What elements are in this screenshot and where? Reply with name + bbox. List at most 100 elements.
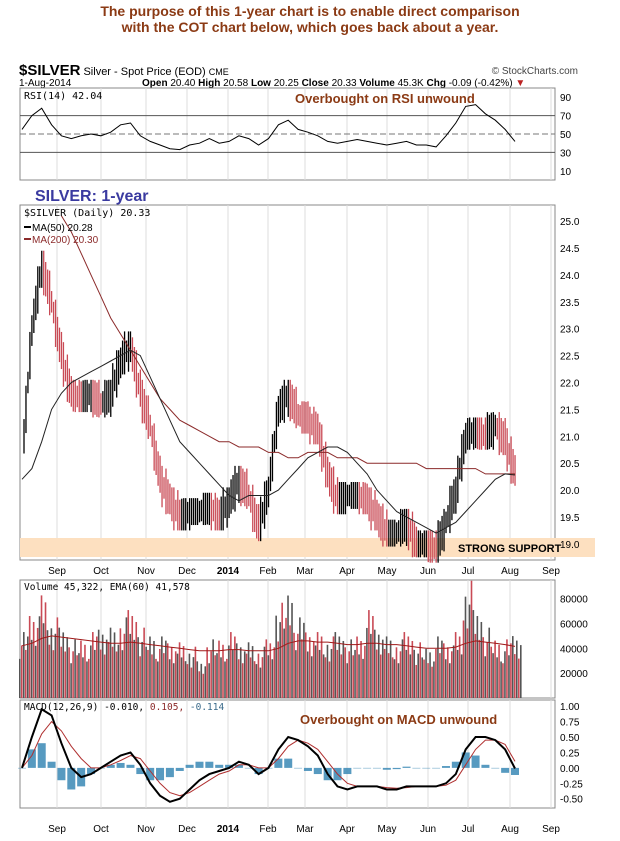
month-label: Aug	[501, 566, 519, 577]
volume-bar	[472, 610, 475, 698]
volume-bar	[86, 661, 88, 698]
volume-label: Volume	[359, 78, 395, 89]
volume-bar	[518, 658, 520, 698]
volume-bar	[318, 649, 321, 698]
volume-bar	[21, 645, 23, 698]
month-label: Sep	[542, 566, 560, 577]
volume-bar	[166, 643, 169, 698]
volume-bar	[366, 627, 368, 698]
macd-annotation: Overbought on MACD unwound	[300, 712, 497, 727]
volume-bar	[324, 657, 327, 698]
price-annotation: SILVER: 1-year	[35, 188, 149, 205]
volume-bar	[70, 663, 72, 698]
volume-bar	[352, 655, 354, 698]
volume-bar	[64, 651, 67, 698]
volume-bar	[222, 644, 224, 698]
volume-bar	[462, 620, 465, 698]
month-label-bottom: 2014	[217, 824, 240, 835]
volume-bar	[514, 654, 516, 698]
volume-bar	[224, 661, 226, 698]
macd-histogram-bar	[175, 767, 184, 771]
rsi-line	[21, 104, 516, 151]
volume-bar	[101, 634, 104, 698]
month-label: Feb	[259, 566, 277, 577]
volume-bar	[480, 621, 483, 698]
volume-bar	[346, 663, 348, 698]
macd-histogram-bar	[461, 752, 470, 768]
volume-bar	[322, 654, 325, 698]
volume-bar	[393, 659, 396, 698]
volume-bar	[314, 645, 317, 698]
volume-bar	[362, 658, 364, 698]
volume-bar	[251, 646, 254, 698]
volume-bar	[433, 661, 435, 698]
price-tick-label: 22.5	[560, 352, 580, 363]
volume-bar	[287, 595, 289, 698]
volume-bar	[52, 650, 55, 698]
macd-histogram-bar	[254, 767, 263, 775]
volume-bar	[291, 602, 293, 698]
macd-histogram-bar	[491, 767, 500, 769]
volume-bar	[293, 632, 295, 698]
month-label-bottom: Mar	[296, 824, 314, 835]
price-tick-label: 21.5	[560, 405, 580, 416]
macd-tick-label: -0.25	[560, 779, 583, 790]
macd-tick-label: 1.00	[560, 702, 580, 713]
macd-histogram-bar	[382, 767, 391, 770]
volume-bar	[190, 667, 193, 698]
volume-bar	[310, 656, 313, 698]
month-label: Dec	[178, 566, 196, 577]
volume-bar	[253, 661, 256, 698]
volume-bar	[427, 663, 429, 698]
volume-bar	[387, 653, 390, 698]
volume-bar	[68, 647, 70, 698]
volume-bar	[281, 602, 283, 698]
price-tick-label: 19.0	[560, 540, 580, 551]
volume-bar	[283, 628, 285, 698]
volume-bar	[273, 647, 276, 698]
rsi-tick-label: 30	[560, 148, 572, 159]
month-label: Nov	[137, 566, 155, 577]
volume-bar	[271, 659, 274, 698]
macd-tick-label: 0.50	[560, 733, 580, 744]
month-label: 2014	[217, 566, 240, 577]
month-label-bottom: May	[378, 824, 397, 835]
volume-bar	[385, 636, 388, 698]
volume-bar	[111, 646, 114, 698]
close-label: Close	[301, 78, 329, 89]
volume-tick-label: 80000	[560, 595, 588, 606]
volume-bar	[389, 640, 392, 698]
volume-bar	[92, 632, 94, 698]
volume-bar	[295, 650, 297, 698]
low-value: 20.25	[273, 78, 299, 89]
volume-bar	[439, 653, 441, 698]
volume-bar	[84, 644, 86, 698]
macd-histogram-bar	[234, 764, 243, 768]
volume-bar	[299, 617, 301, 698]
volume-bar	[454, 632, 457, 698]
macd-histogram-bar	[165, 767, 174, 778]
price-tick-label: 21.0	[560, 432, 580, 443]
volume-bar	[358, 654, 360, 698]
volume-bar	[492, 653, 494, 698]
volume-bar	[316, 632, 319, 698]
volume-bar	[234, 636, 236, 698]
ma50-line	[21, 349, 516, 534]
volume-bar	[265, 639, 268, 698]
volume-bar	[163, 653, 165, 698]
price-tick-label: 24.5	[560, 244, 580, 255]
macd-histogram-bar	[501, 767, 510, 773]
volume-bar	[196, 661, 199, 698]
month-label-bottom: Sep	[48, 824, 66, 835]
volume-bar	[99, 649, 102, 698]
volume-bar	[468, 604, 471, 698]
macd-histogram-bar	[205, 761, 214, 768]
macd-histogram-bar	[225, 764, 234, 768]
volume-bar	[105, 639, 108, 698]
macd-histogram-bar	[392, 767, 401, 770]
volume-bar	[464, 596, 467, 698]
volume-bar	[490, 646, 493, 698]
volume-bar	[334, 632, 337, 698]
volume-bar	[206, 647, 208, 698]
volume-bar	[186, 664, 189, 698]
